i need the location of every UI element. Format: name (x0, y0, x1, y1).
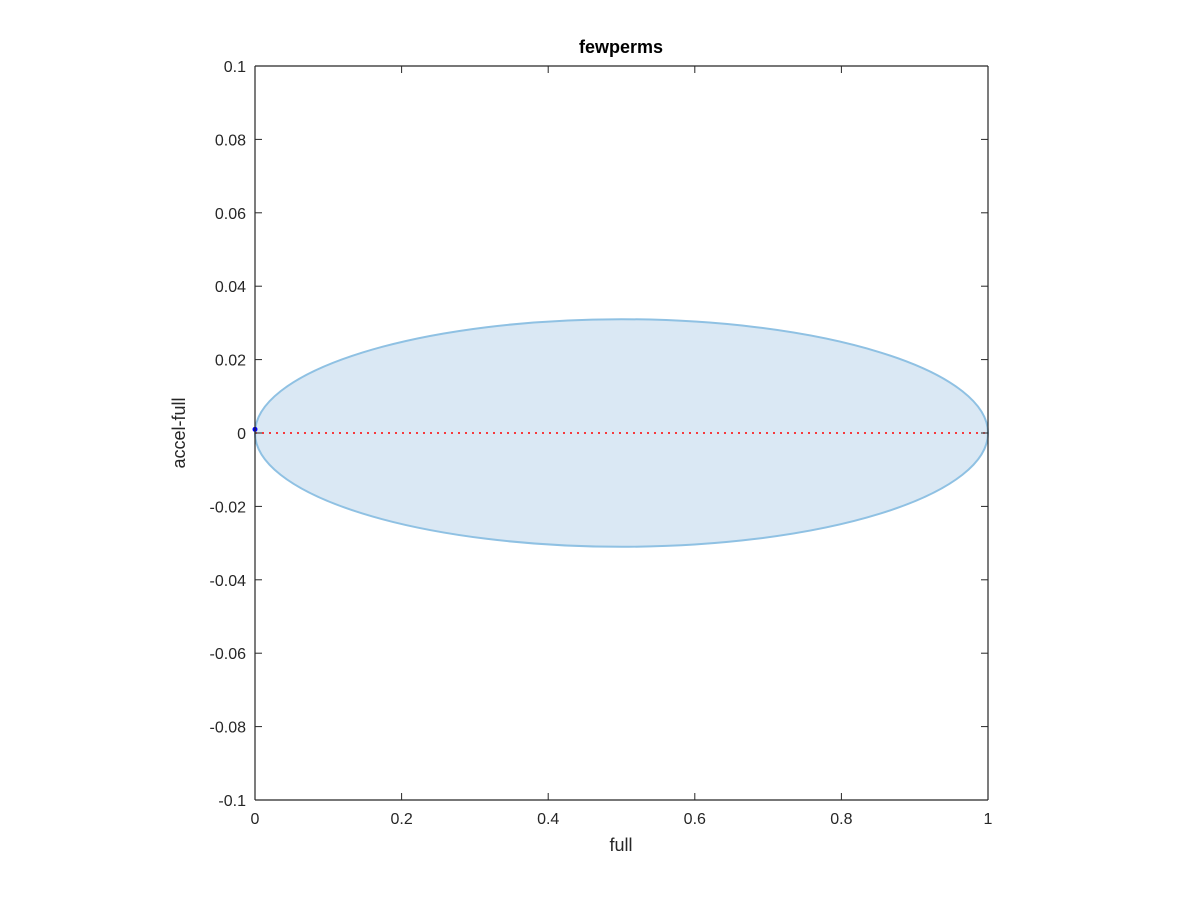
y-axis-title: accel-full (169, 397, 189, 468)
y-tick-label: -0.04 (210, 573, 247, 590)
x-tick-label: 0.8 (830, 811, 852, 828)
y-tick-label: -0.08 (210, 720, 247, 737)
y-tick-label: 0.1 (224, 59, 246, 76)
y-tick-label: 0.04 (215, 279, 246, 296)
x-tick-label: 0.4 (537, 811, 559, 828)
x-tick-label: 1 (984, 811, 993, 828)
x-axis-title: full (609, 835, 632, 855)
x-tick-label: 0 (251, 811, 260, 828)
y-tick-label: -0.1 (218, 793, 246, 810)
y-tick-label: -0.06 (210, 646, 247, 663)
x-tick-label: 0.6 (684, 811, 706, 828)
x-tick-label: 0.2 (390, 811, 412, 828)
y-tick-label: -0.02 (210, 499, 247, 516)
chart-title: fewperms (579, 37, 663, 57)
y-tick-label: 0 (237, 426, 246, 443)
y-tick-label: 0.08 (215, 132, 246, 149)
y-tick-label: 0.02 (215, 353, 246, 370)
ticks-layer: 0 0.2 0.4 0.6 0.8 1 -0.1 -0.08 -0.06 -0.04 -0.02 0 0… (210, 59, 993, 828)
y-tick-label: 0.06 (215, 206, 246, 223)
